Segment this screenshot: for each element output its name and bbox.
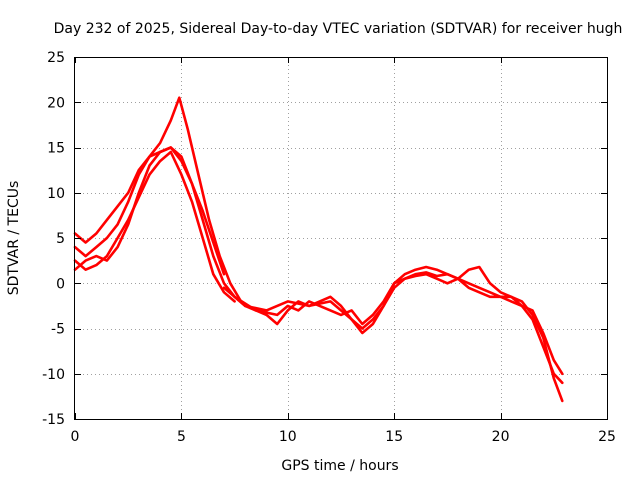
x-tick-label: 0 (71, 429, 80, 445)
series-line-trace-1 (73, 150, 236, 303)
y-tick-label: 10 (47, 186, 65, 202)
chart-title: Day 232 of 2025, Sidereal Day-to-day VTE… (54, 21, 623, 37)
y-tick-label: 15 (47, 141, 65, 157)
x-tick-label: 5 (177, 429, 186, 445)
series-line-trace-5 (222, 271, 564, 385)
plot-frame (74, 57, 608, 420)
series-layer (73, 96, 564, 403)
y-tick-label: -15 (42, 412, 65, 428)
y-tick-label: -5 (51, 322, 65, 338)
x-tick-label: 15 (385, 429, 403, 445)
y-axis-label: SDTVAR / TECUs (6, 181, 22, 296)
x-tick-label: 25 (598, 429, 616, 445)
y-tick-label: 5 (56, 231, 65, 247)
grid-lines (75, 57, 607, 419)
series-line-trace-3 (73, 96, 258, 312)
y-tick-label: 0 (56, 276, 65, 292)
x-tick-label: 10 (279, 429, 297, 445)
y-tick-label: 25 (47, 50, 65, 66)
series-line-trace-4 (73, 146, 226, 276)
series-line-trace-7 (243, 272, 564, 403)
x-tick-label: 20 (492, 429, 510, 445)
axis-ticks: 0 5 10 15 20 25 -15 -10 -5 0 5 10 15 20 25 (42, 50, 616, 445)
y-tick-label: -10 (42, 367, 65, 383)
y-tick-label: 20 (47, 95, 65, 111)
x-axis-label: GPS time / hours (281, 458, 398, 474)
